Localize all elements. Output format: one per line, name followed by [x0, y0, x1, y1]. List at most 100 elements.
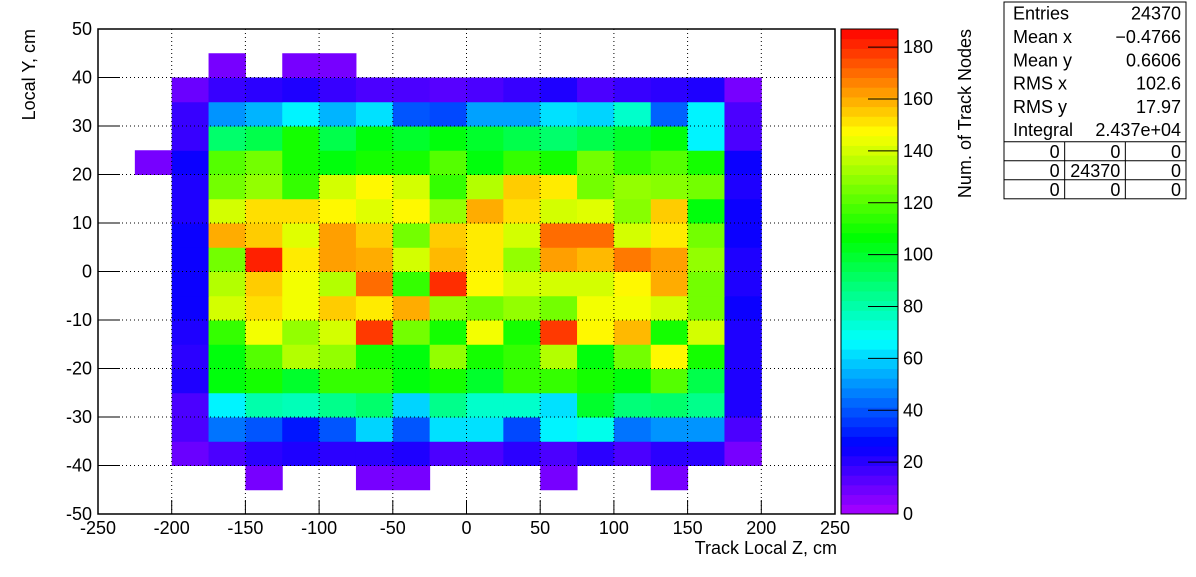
- heatmap-cell: [687, 198, 725, 224]
- heatmap-cell: [724, 368, 762, 394]
- heatmap-cell: [466, 174, 504, 200]
- colorbar-segment: [841, 271, 898, 282]
- heatmap-cell: [540, 417, 578, 442]
- heatmap-cell: [245, 247, 283, 272]
- heatmap-cell: [171, 77, 210, 103]
- stats-name: Entries: [1013, 4, 1069, 24]
- colorbar-segment: [841, 174, 898, 185]
- stats-cell: 0: [1171, 161, 1181, 181]
- heatmap-cell: [577, 368, 615, 394]
- heatmap-cell: [355, 101, 394, 127]
- heatmap-cell: [429, 198, 467, 224]
- heatmap-cell: [650, 344, 689, 369]
- stats-cell: 0: [1171, 142, 1181, 162]
- heatmap-cell: [392, 247, 431, 272]
- heatmap-cell: [319, 174, 357, 200]
- heatmap-cell: [687, 223, 725, 248]
- colorbar-segment: [841, 475, 898, 486]
- heatmap-cell: [392, 101, 431, 127]
- heatmap-cell: [319, 247, 357, 272]
- heatmap-cell: [466, 320, 504, 345]
- colorbar-segment: [841, 184, 898, 195]
- heatmap-cell: [650, 368, 689, 394]
- heatmap-cell: [503, 417, 541, 442]
- colorbar-segment: [841, 155, 898, 166]
- heatmap-cell: [650, 101, 689, 127]
- heatmap-cell: [724, 441, 762, 466]
- heatmap-cell: [208, 441, 246, 466]
- heatmap-cell: [392, 271, 431, 297]
- heatmap-cell: [171, 368, 210, 394]
- heatmap-cell: [613, 368, 652, 394]
- heatmap-cell: [577, 198, 615, 224]
- stats-value: 24370: [1131, 4, 1181, 24]
- heatmap-cell: [577, 295, 615, 321]
- colorbar-segment: [841, 87, 898, 98]
- heatmap-cell: [466, 417, 504, 442]
- heatmap-cell: [282, 77, 320, 103]
- colorbar-segment: [841, 349, 898, 360]
- colorbar-segment: [841, 193, 898, 205]
- heatmap-cell: [466, 368, 504, 394]
- z-axis-label: Num. of Track Nodes: [955, 29, 975, 198]
- heatmap-cell: [650, 295, 689, 321]
- stats-cell: 0: [1110, 180, 1120, 200]
- heatmap-cell: [577, 77, 615, 103]
- heatmap-cell: [540, 223, 578, 248]
- heatmap-cell: [577, 417, 615, 442]
- heatmap-cell: [466, 392, 504, 418]
- heatmap-cell: [613, 174, 652, 200]
- heatmap-cell: [687, 247, 725, 272]
- z-tick-label: 100: [903, 245, 933, 265]
- heatmap-cell: [687, 174, 725, 200]
- z-tick-label: 40: [903, 400, 923, 420]
- heatmap-cell: [466, 441, 504, 466]
- heatmap-cell: [577, 392, 615, 418]
- heatmap-cell: [724, 392, 762, 418]
- colorbar-segment: [841, 135, 898, 146]
- heatmap-cell: [429, 126, 467, 151]
- heatmap-cell: [687, 126, 725, 151]
- z-tick-label: 160: [903, 89, 933, 109]
- stats-name: RMS x: [1013, 74, 1067, 94]
- heatmap-cell: [650, 198, 689, 224]
- heatmap-cell: [687, 441, 725, 466]
- x-tick-label: 0: [461, 518, 471, 538]
- heatmap-cell: [724, 320, 762, 345]
- heatmap-cell: [355, 417, 394, 442]
- heatmap-cell: [650, 174, 689, 200]
- heatmap-cell: [613, 126, 652, 151]
- stats-value: 17.97: [1136, 97, 1181, 117]
- heatmap-cell: [540, 271, 578, 297]
- heatmap-cell: [245, 126, 283, 151]
- heatmap-cell: [466, 101, 504, 127]
- colorbar-segment: [841, 310, 898, 321]
- heatmap-cell: [429, 320, 467, 345]
- heatmap-cell: [319, 198, 357, 224]
- colorbar-segment: [841, 281, 898, 292]
- heatmap-cell: [319, 223, 357, 248]
- heatmap-cell: [613, 101, 652, 127]
- heatmap-cell: [503, 150, 541, 175]
- stats-value: −0.4766: [1115, 27, 1181, 47]
- colorbar-segment: [841, 426, 898, 437]
- heatmap-cell: [208, 247, 246, 272]
- heatmap-cell: [466, 247, 504, 272]
- y-tick-label: -20: [66, 359, 92, 379]
- heatmap-cell: [429, 392, 467, 418]
- heatmap-cell: [319, 126, 357, 151]
- heatmap-cell: [724, 77, 762, 103]
- heatmap-cell: [650, 126, 689, 151]
- heatmap-cell: [208, 198, 246, 224]
- colorbar-segment: [841, 77, 898, 88]
- heatmap-cell: [466, 271, 504, 297]
- heatmap-cell: [724, 101, 762, 127]
- colorbar-segment: [841, 494, 898, 505]
- heatmap-cell: [208, 53, 246, 78]
- heatmap-cell: [171, 101, 210, 127]
- heatmap-cell: [319, 417, 357, 442]
- heatmap-cell: [613, 77, 652, 103]
- stats-cell: 0: [1050, 142, 1060, 162]
- heatmap-cell: [613, 223, 652, 248]
- heatmap-cell: [613, 271, 652, 297]
